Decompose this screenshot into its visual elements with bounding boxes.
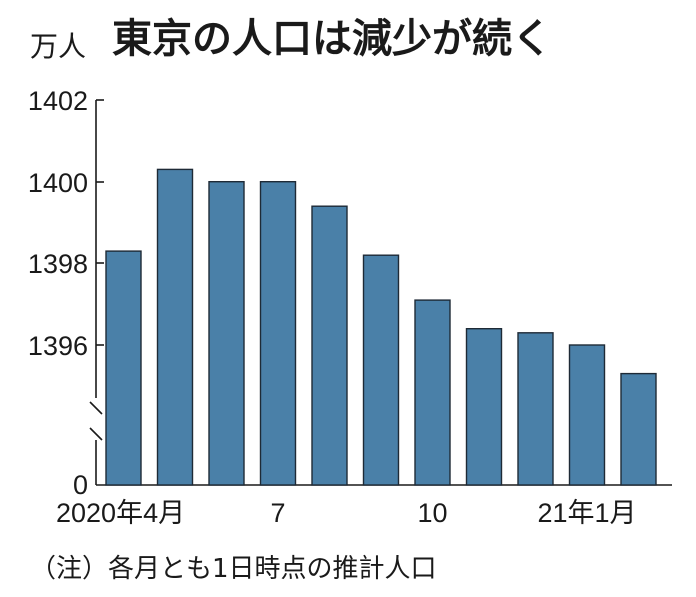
x-axis-labels: 2020年4月 7 10 21年1月 [56, 498, 637, 528]
bar-6 [208, 180, 245, 486]
x-tick-label-10: 10 [417, 498, 447, 528]
y-axis: 1402 1400 1398 1396 0 [28, 86, 104, 500]
x-tick-label-7: 7 [270, 498, 285, 528]
bar-21年1月 [568, 344, 606, 486]
y-tick-label-1400: 1400 [28, 168, 88, 198]
chart-title: 東京の人口は減少が続く [112, 16, 552, 62]
y-tick-label-1398: 1398 [28, 249, 88, 279]
bar-11 [465, 328, 503, 486]
bar-5 [156, 168, 194, 486]
bar-10 [414, 299, 451, 486]
bar-12 [517, 332, 554, 486]
bar-8 [311, 205, 348, 486]
unit-label: 万人 [30, 30, 86, 63]
x-tick-label-21年1月: 21年1月 [537, 498, 636, 528]
axis-break-upper [89, 401, 103, 415]
bar-7 [259, 180, 297, 486]
y-tick-label-1402: 1402 [28, 86, 88, 116]
bar-2 [620, 372, 657, 486]
bars [105, 168, 657, 486]
footnote: （注）各月とも1日時点の推計人口 [30, 554, 437, 584]
x-tick-label-2020年4月: 2020年4月 [56, 498, 185, 528]
bar-9 [362, 254, 400, 486]
bar-2020年4月 [105, 250, 142, 486]
y-tick-label-zero: 0 [73, 470, 88, 500]
axis-break-lower [89, 427, 103, 441]
y-tick-label-1396: 1396 [28, 331, 88, 361]
